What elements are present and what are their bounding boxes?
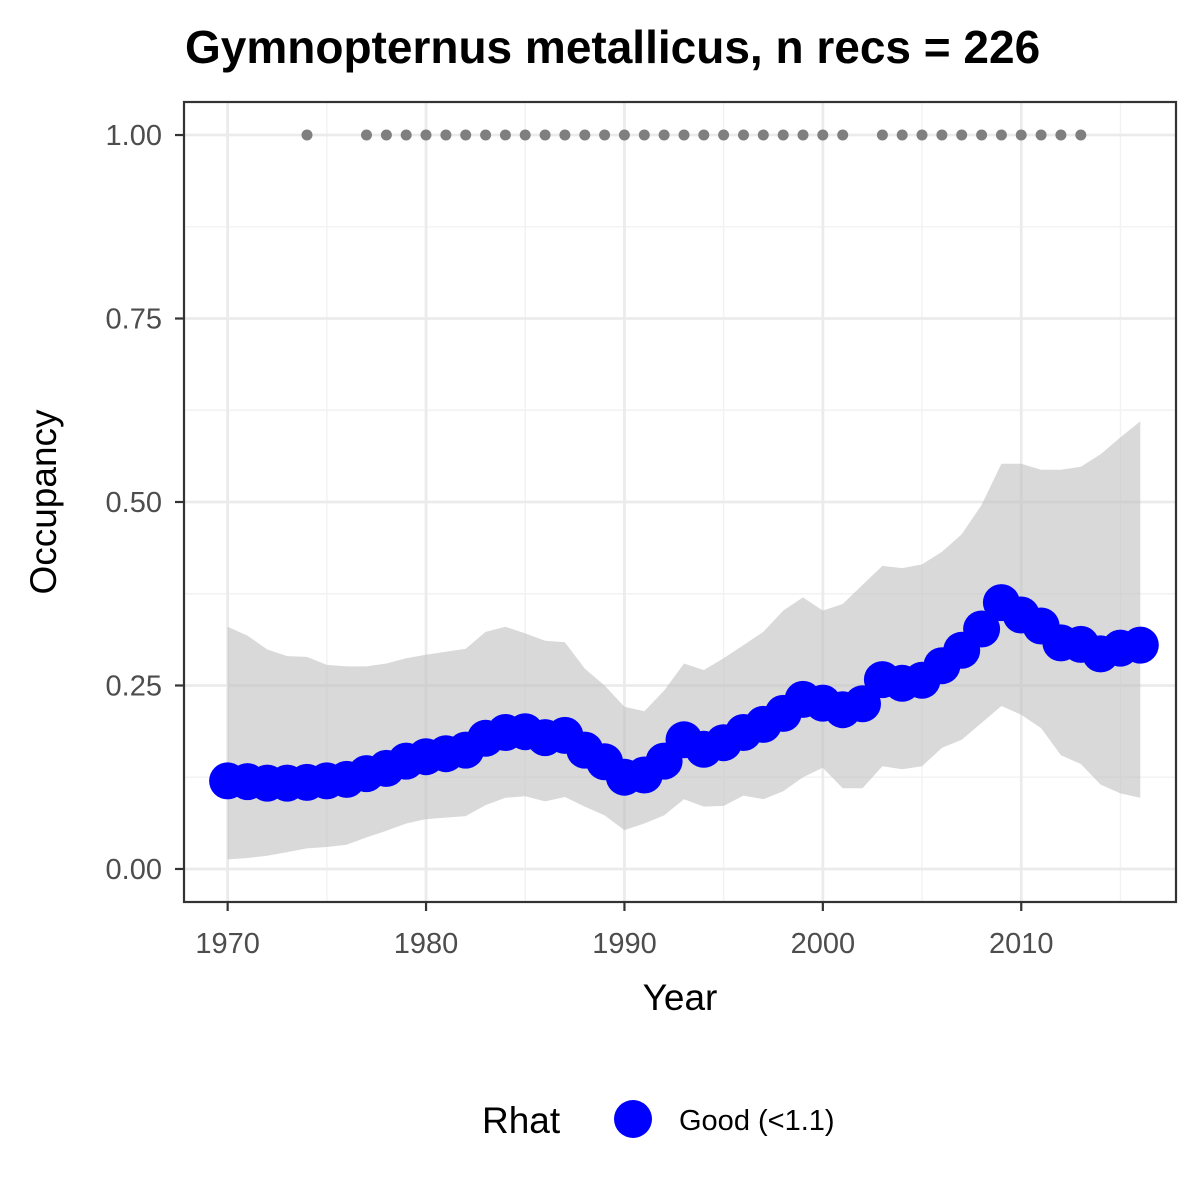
y-tick-label-0.25: 0.25 — [106, 670, 162, 702]
legend-key-good — [614, 1100, 652, 1138]
record-point-1997 — [757, 129, 769, 141]
record-point-2008 — [976, 129, 988, 141]
record-point-1980 — [420, 129, 432, 141]
x-tick-label-1990: 1990 — [592, 928, 657, 960]
record-point-2010 — [1015, 129, 1027, 141]
x-tick-label-2010: 2010 — [989, 928, 1054, 960]
occupancy-points-layer — [209, 584, 1159, 802]
x-axis: 1970 1980 1990 2000 2010 — [195, 902, 1054, 960]
record-point-1992 — [658, 129, 670, 141]
record-point-1974 — [301, 129, 313, 141]
record-point-1987 — [559, 129, 571, 141]
record-point-2013 — [1075, 129, 1087, 141]
y-tick-label-0.50: 0.50 — [106, 487, 162, 519]
record-point-1982 — [460, 129, 472, 141]
record-point-1986 — [539, 129, 551, 141]
x-axis-title: Year — [643, 977, 718, 1018]
occupancy-point-2016 — [1121, 626, 1159, 664]
record-point-1996 — [738, 129, 749, 141]
record-point-1999 — [797, 129, 809, 141]
x-tick-label-1970: 1970 — [195, 928, 260, 960]
record-point-1981 — [440, 129, 452, 141]
record-point-2003 — [876, 129, 888, 141]
record-point-2004 — [896, 129, 908, 141]
record-point-2012 — [1055, 129, 1067, 141]
y-axis-title: Occupancy — [23, 409, 64, 595]
records-points-layer — [301, 129, 1087, 141]
record-point-1983 — [480, 129, 492, 141]
x-tick-label-1980: 1980 — [394, 928, 459, 960]
record-point-1979 — [400, 129, 412, 141]
record-point-1978 — [380, 129, 392, 141]
legend: Rhat Good (<1.1) — [482, 1100, 835, 1141]
x-tick-label-2000: 2000 — [791, 928, 856, 960]
record-point-1994 — [698, 129, 710, 141]
record-point-1991 — [638, 129, 650, 141]
occupancy-point-2008 — [963, 610, 1001, 648]
y-tick-label-0.75: 0.75 — [106, 304, 162, 336]
record-point-2000 — [817, 129, 829, 141]
record-point-1990 — [618, 129, 630, 141]
record-point-1985 — [519, 129, 531, 141]
record-point-1977 — [361, 129, 372, 141]
record-point-1988 — [579, 129, 591, 141]
record-point-1984 — [499, 129, 511, 141]
record-point-2006 — [936, 129, 948, 141]
y-axis: 0.00 0.25 0.50 0.75 1.00 — [106, 120, 184, 886]
legend-label-good: Good (<1.1) — [679, 1105, 835, 1137]
y-tick-label-0.00: 0.00 — [106, 854, 162, 886]
record-point-2007 — [956, 129, 968, 141]
plot-panel — [182, 100, 1178, 904]
record-point-2001 — [837, 129, 849, 141]
y-tick-label-1.00: 1.00 — [106, 120, 162, 152]
record-point-2011 — [1035, 129, 1047, 141]
record-point-1998 — [777, 129, 789, 141]
chart-title: Gymnopternus metallicus, n recs = 226 — [185, 21, 1040, 73]
legend-title: Rhat — [482, 1100, 561, 1141]
record-point-2005 — [916, 129, 928, 141]
record-point-2009 — [995, 129, 1007, 141]
record-point-1995 — [718, 129, 730, 141]
record-point-1993 — [678, 129, 690, 141]
record-point-1989 — [599, 129, 611, 141]
